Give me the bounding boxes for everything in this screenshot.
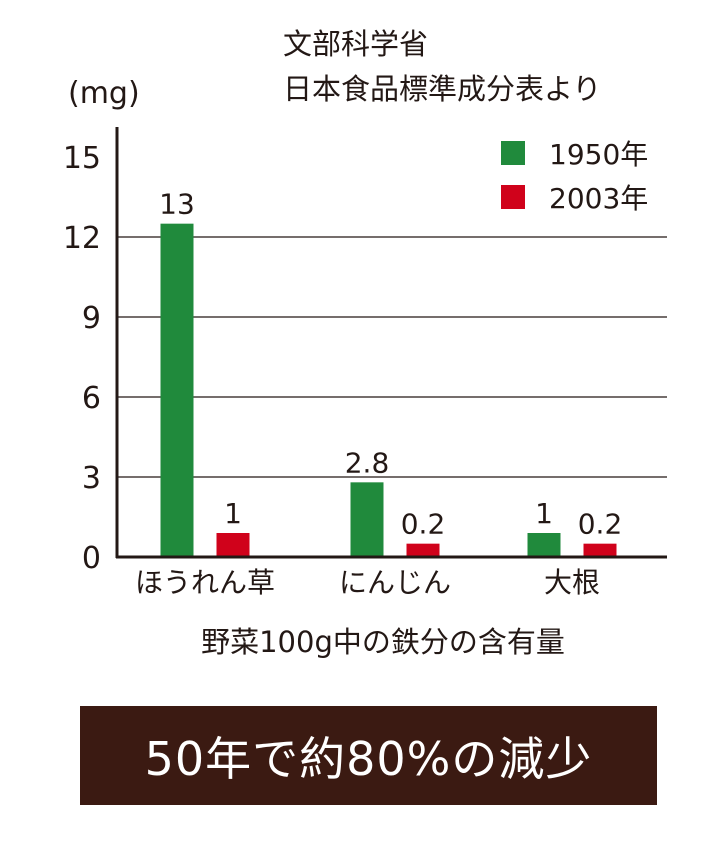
- bar: [350, 482, 384, 557]
- y-tick-label: 15: [63, 141, 101, 176]
- legend-label-1950: 1950年: [549, 138, 649, 171]
- summary-banner: 50年で約80%の減少: [80, 706, 657, 805]
- x-category-labels: ほうれん草 にんじん 大根: [135, 566, 600, 599]
- legend-swatch-red: [501, 185, 525, 209]
- bar: [406, 543, 440, 557]
- data-label: 1: [535, 497, 553, 530]
- legend: 1950年 2003年: [501, 131, 648, 219]
- data-label: 1: [224, 497, 242, 530]
- x-axis-title: 野菜100g中の鉄分の含有量: [201, 625, 565, 659]
- y-tick-label: 6: [82, 381, 101, 416]
- summary-banner-text: 50年で約80%の減少: [144, 731, 593, 786]
- source-line-1: 文部科学省: [283, 27, 429, 61]
- y-axis-unit-label: (mg): [68, 76, 140, 111]
- data-label: 13: [159, 188, 195, 221]
- data-labels: 13 2.8 1 1 0.2 0.2: [159, 188, 622, 541]
- legend-swatch-green: [501, 141, 525, 165]
- axes: [115, 127, 667, 559]
- x-category-label: 大根: [544, 566, 600, 599]
- y-tick-label: 0: [82, 541, 101, 576]
- legend-item-1950: 1950年: [501, 131, 648, 175]
- x-category-label: ほうれん草: [135, 566, 275, 599]
- y-tick-labels: 0 3 6 9 12 15: [63, 141, 101, 576]
- bar: [216, 533, 250, 557]
- data-label: 0.2: [401, 508, 446, 541]
- data-label: 0.2: [578, 508, 623, 541]
- bar: [583, 543, 617, 557]
- source-line-2: 日本食品標準成分表より: [283, 72, 602, 106]
- bars: [160, 223, 617, 557]
- gridlines: [117, 236, 667, 478]
- data-label: 2.8: [345, 446, 390, 479]
- y-tick-label: 12: [63, 221, 101, 256]
- legend-label-2003: 2003年: [549, 182, 649, 215]
- y-tick-label: 3: [82, 461, 101, 496]
- y-tick-label: 9: [82, 301, 101, 336]
- x-category-label: にんじん: [339, 566, 451, 599]
- bar: [160, 223, 194, 557]
- bar: [527, 533, 561, 557]
- legend-item-2003: 2003年: [501, 175, 648, 219]
